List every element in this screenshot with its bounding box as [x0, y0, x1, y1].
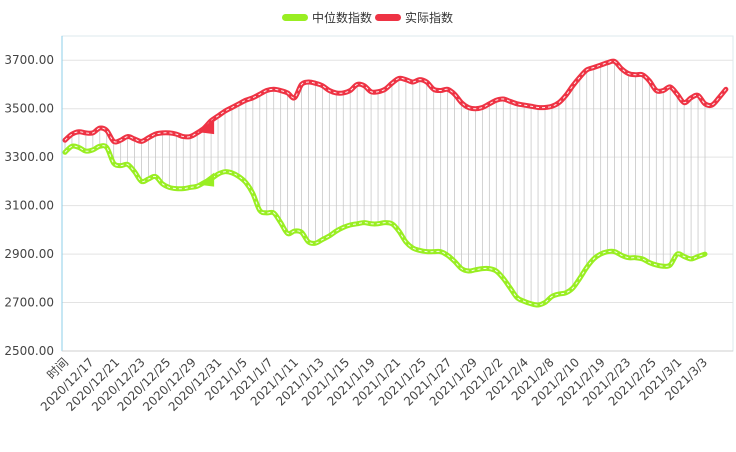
legend[interactable]: 中位数指数 实际指数 — [282, 10, 453, 25]
legend-label: 实际指数 — [405, 10, 453, 25]
plot-border — [62, 36, 733, 351]
y-tick-label: 3700.00 — [4, 53, 54, 67]
grid-layer — [62, 36, 733, 351]
series-line-actual-index[interactable] — [65, 61, 726, 142]
y-tick-label: 2700.00 — [4, 296, 54, 310]
legend-swatch — [282, 14, 308, 21]
series-layer — [65, 61, 726, 305]
legend-label: 中位数指数 — [312, 10, 372, 25]
y-tick-label: 3100.00 — [4, 199, 54, 213]
y-tick-label: 2500.00 — [4, 344, 54, 358]
median-index-arrow-marker — [198, 173, 214, 187]
legend-item-actual-index[interactable]: 实际指数 — [375, 10, 453, 25]
y-tick-label: 3500.00 — [4, 102, 54, 116]
y-tick-label: 3300.00 — [4, 150, 54, 164]
actual-index-arrow-marker — [198, 118, 214, 134]
legend-item-median-index[interactable]: 中位数指数 — [282, 10, 372, 25]
y-tick-label: 2900.00 — [4, 247, 54, 261]
legend-swatch — [375, 14, 401, 21]
